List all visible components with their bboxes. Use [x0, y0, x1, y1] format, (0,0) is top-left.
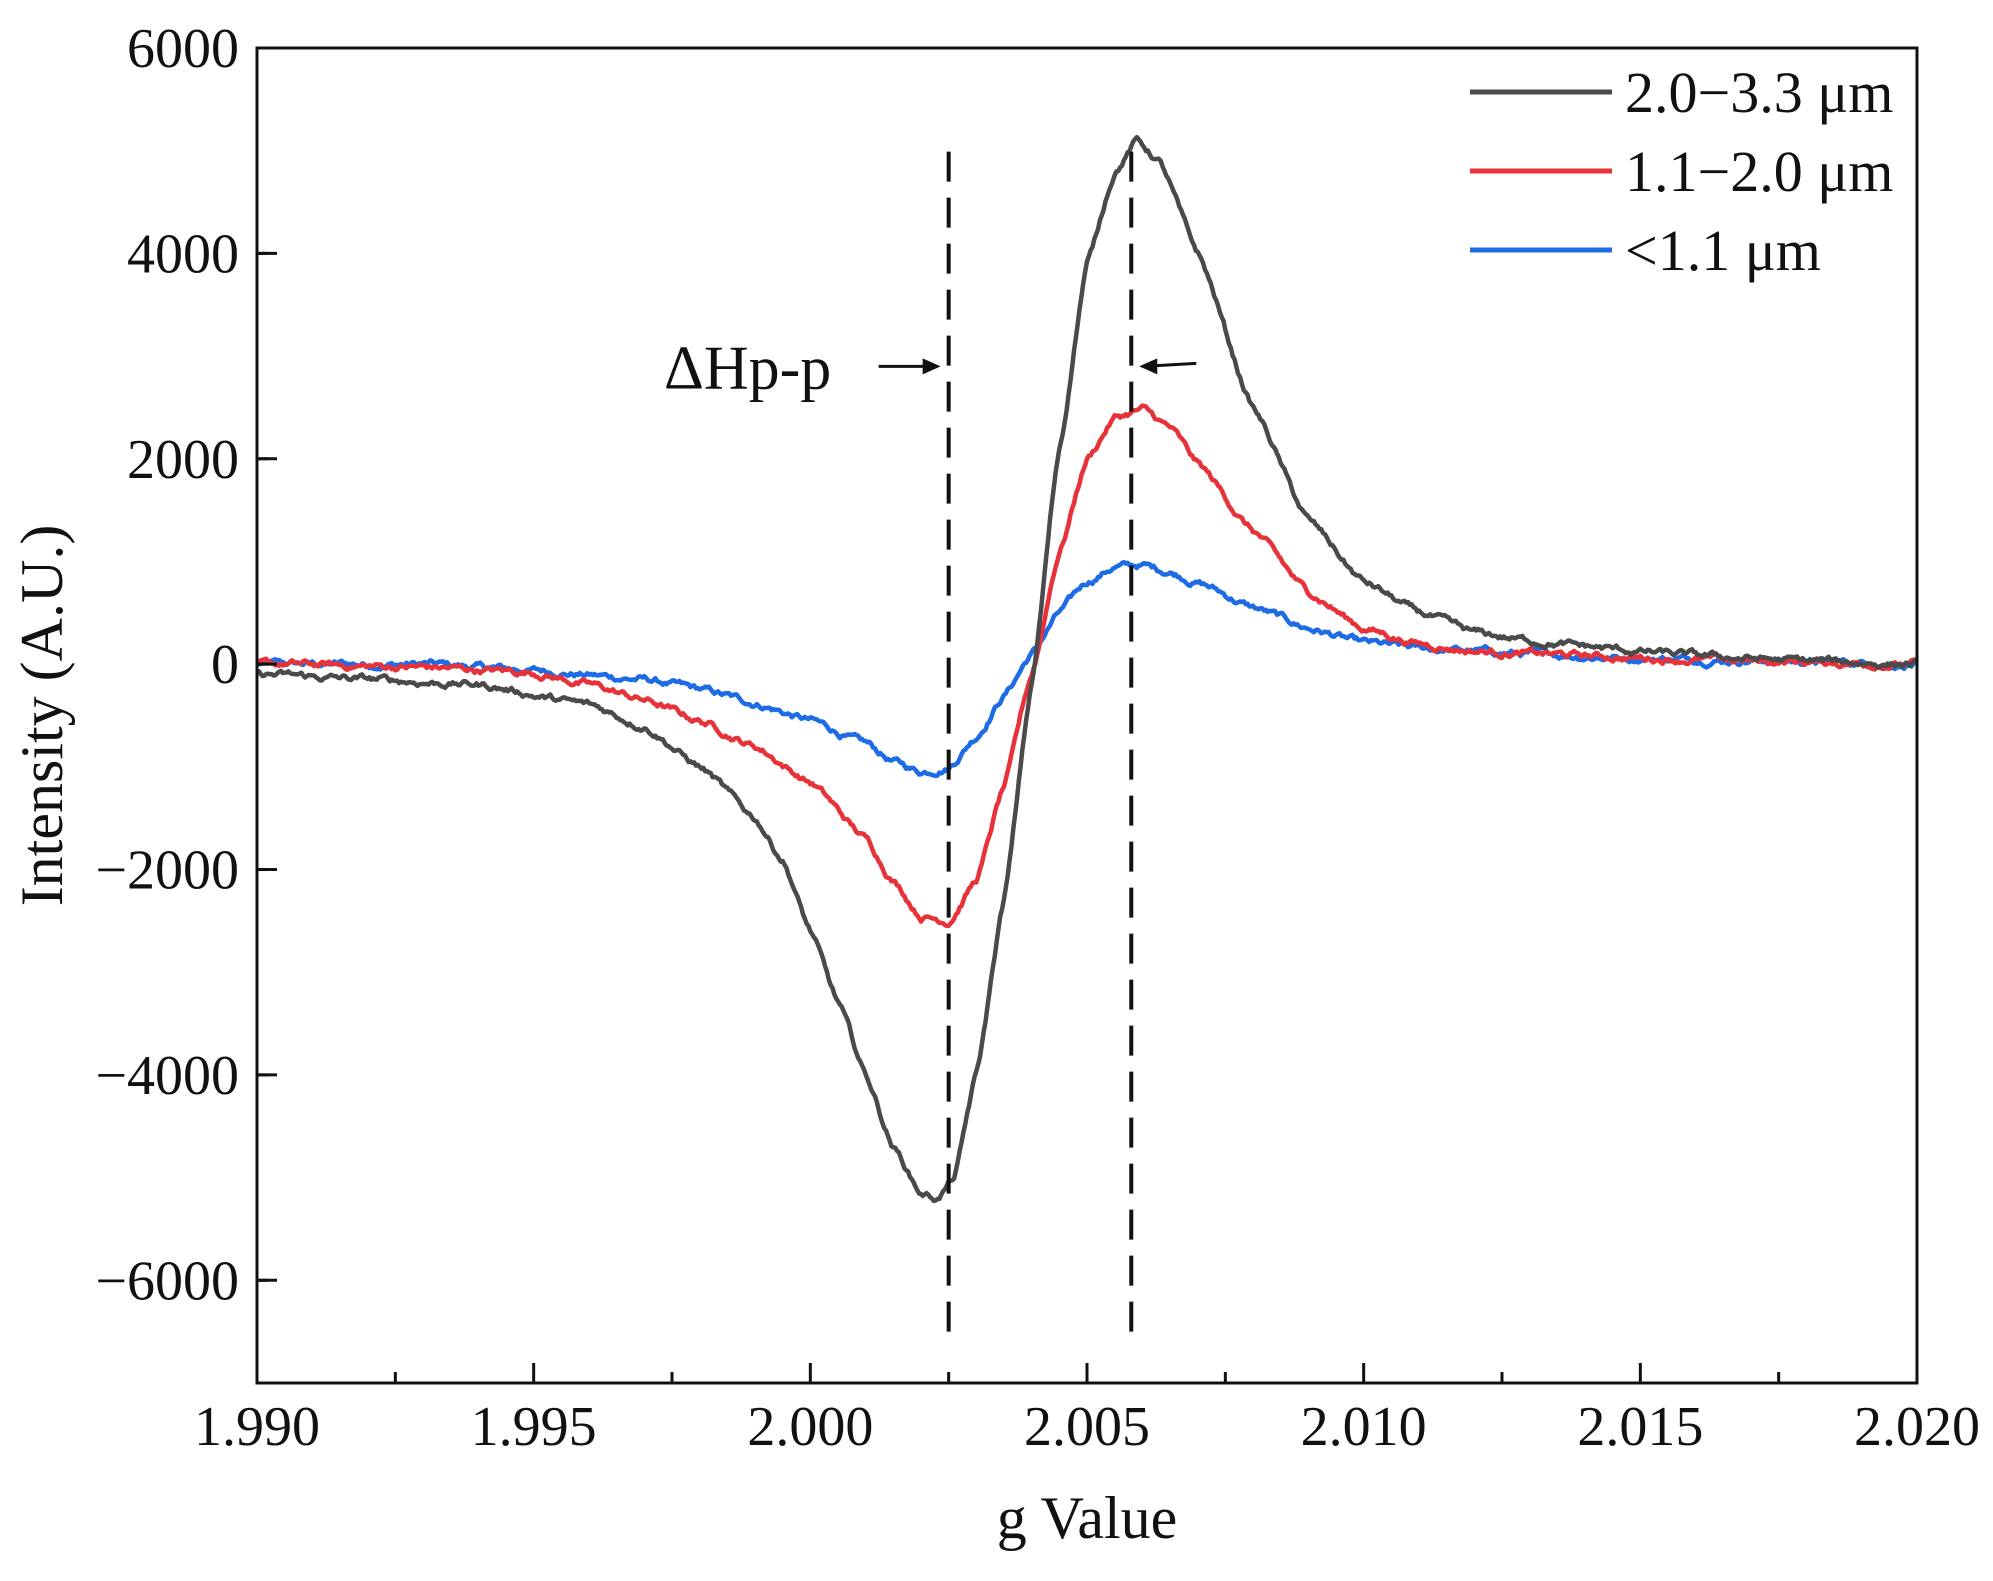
x-tick-label: 2.005	[1024, 1396, 1150, 1458]
x-axis-title: g Value	[997, 1485, 1178, 1551]
arrow-left-head	[922, 358, 941, 375]
delta-hpp-annotation: ΔHp-p	[664, 334, 831, 402]
series-line	[255, 134, 1919, 1204]
y-tick-label: −4000	[95, 1045, 239, 1107]
x-tick-label: 2.010	[1301, 1396, 1427, 1458]
y-tick-label: −6000	[95, 1250, 239, 1312]
y-axis-ticks: −6000 −4000 −2000 0 2000 4000 6000	[95, 18, 277, 1312]
legend-label: <1.1 μm	[1625, 218, 1821, 283]
legend-label: 2.0−3.3 μm	[1625, 60, 1893, 125]
y-axis-title: Intensity (A.U.)	[9, 525, 75, 907]
y-tick-label: 0	[211, 634, 239, 696]
y-tick-label: 2000	[127, 429, 239, 491]
x-tick-label: 1.990	[194, 1396, 320, 1458]
x-tick-label: 2.020	[1854, 1396, 1980, 1458]
annotation-layer: ΔHp-p	[664, 334, 1197, 402]
reference-lines	[946, 150, 1134, 1332]
arrow-right-head	[1139, 358, 1158, 375]
x-tick-label: 1.995	[471, 1396, 597, 1458]
axes: 1.990 1.995 2.000 2.005 2.010 2.015 2.020 −600…	[9, 18, 1980, 1551]
delta-hpp-arrows	[878, 358, 1197, 375]
y-tick-label: −2000	[95, 840, 239, 902]
y-tick-label: 4000	[127, 223, 239, 285]
legend-label: 1.1−2.0 μm	[1625, 139, 1893, 204]
x-axis-ticks: 1.990 1.995 2.000 2.005 2.010 2.015 2.020	[194, 1363, 1980, 1458]
legend: 2.0−3.3 μm 1.1−2.0 μm <1.1 μm	[1470, 60, 1893, 283]
x-tick-label: 2.000	[747, 1396, 873, 1458]
x-tick-label: 2.015	[1577, 1396, 1703, 1458]
series-layer	[255, 134, 1919, 1204]
y-tick-label: 6000	[127, 18, 239, 80]
series-line	[256, 403, 1919, 929]
series-line	[255, 559, 1919, 779]
